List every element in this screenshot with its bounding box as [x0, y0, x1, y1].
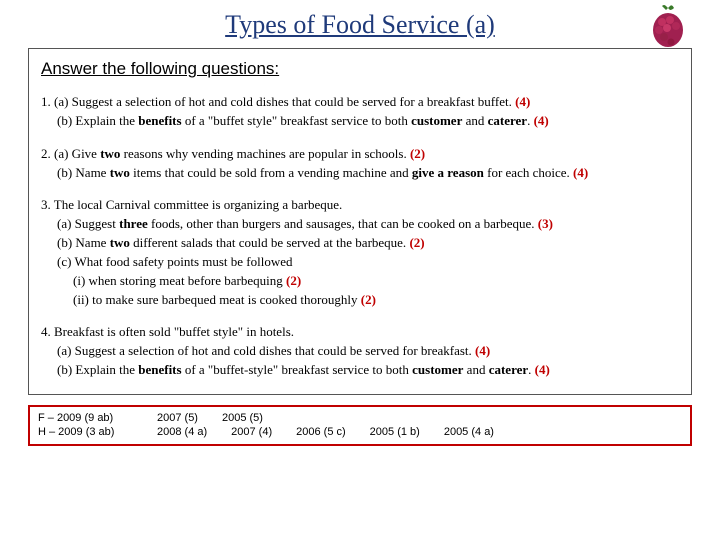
- q2a-marks: (2): [410, 146, 425, 161]
- page-title: Types of Food Service (a): [225, 10, 495, 40]
- q3b: (b) Name two different salads that could…: [41, 234, 679, 253]
- question-2: 2. (a) Give two reasons why vending mach…: [41, 145, 679, 183]
- q1b-marks: (4): [534, 113, 549, 128]
- q4a: (a) Suggest a selection of hot and cold …: [41, 342, 679, 361]
- ref-cell: 2007 (5): [157, 411, 198, 425]
- ref-row-2: H – 2009 (3 ab) 2008 (4 a) 2007 (4) 2006…: [38, 425, 682, 439]
- q3cii: (ii) to make sure barbequed meat is cook…: [41, 291, 679, 310]
- q3-intro: The local Carnival committee is organizi…: [54, 197, 343, 212]
- q3ci-marks: (2): [286, 273, 301, 288]
- q4a-marks: (4): [475, 343, 490, 358]
- content-box: Answer the following questions: 1. (a) S…: [28, 48, 692, 395]
- q1b: (b) Explain the benefits of a "buffet st…: [41, 112, 679, 131]
- q2b-marks: (4): [573, 165, 588, 180]
- q3b-marks: (2): [409, 235, 424, 250]
- question-1: 1. (a) Suggest a selection of hot and co…: [41, 93, 679, 131]
- instruction-heading: Answer the following questions:: [41, 59, 679, 79]
- q4b: (b) Explain the benefits of a "buffet-st…: [41, 361, 679, 380]
- q1-num: 1.: [41, 94, 51, 109]
- ref-row-1: F – 2009 (9 ab) 2007 (5) 2005 (5): [38, 411, 682, 425]
- q3-num: 3.: [41, 197, 51, 212]
- q1a-text: (a) Suggest a selection of hot and cold …: [54, 94, 515, 109]
- title-container: Types of Food Service (a): [0, 0, 720, 40]
- raspberry-icon: [644, 2, 692, 50]
- q3cii-marks: (2): [361, 292, 376, 307]
- q3a-marks: (3): [538, 216, 553, 231]
- question-4: 4. Breakfast is often sold "buffet style…: [41, 323, 679, 380]
- reference-box: F – 2009 (9 ab) 2007 (5) 2005 (5) H – 20…: [28, 405, 692, 446]
- q4b-marks: (4): [535, 362, 550, 377]
- q4-intro: Breakfast is often sold "buffet style" i…: [54, 324, 294, 339]
- ref-cell: 2008 (4 a): [157, 425, 207, 439]
- ref-cell: 2005 (1 b): [370, 425, 420, 439]
- question-3: 3. The local Carnival committee is organ…: [41, 196, 679, 309]
- ref-cell: 2007 (4): [231, 425, 272, 439]
- ref-cell: 2005 (5): [222, 411, 263, 425]
- q3c: (c) What food safety points must be foll…: [41, 253, 679, 272]
- ref-cell: 2005 (4 a): [444, 425, 494, 439]
- ref-cell: H – 2009 (3 ab): [38, 425, 133, 439]
- q2-num: 2.: [41, 146, 51, 161]
- q2b: (b) Name two items that could be sold fr…: [41, 164, 679, 183]
- q3a: (a) Suggest three foods, other than burg…: [41, 215, 679, 234]
- ref-cell: F – 2009 (9 ab): [38, 411, 133, 425]
- ref-cell: 2006 (5 c): [296, 425, 346, 439]
- q1a-marks: (4): [515, 94, 530, 109]
- q3ci: (i) when storing meat before barbequing …: [41, 272, 679, 291]
- q4-num: 4.: [41, 324, 51, 339]
